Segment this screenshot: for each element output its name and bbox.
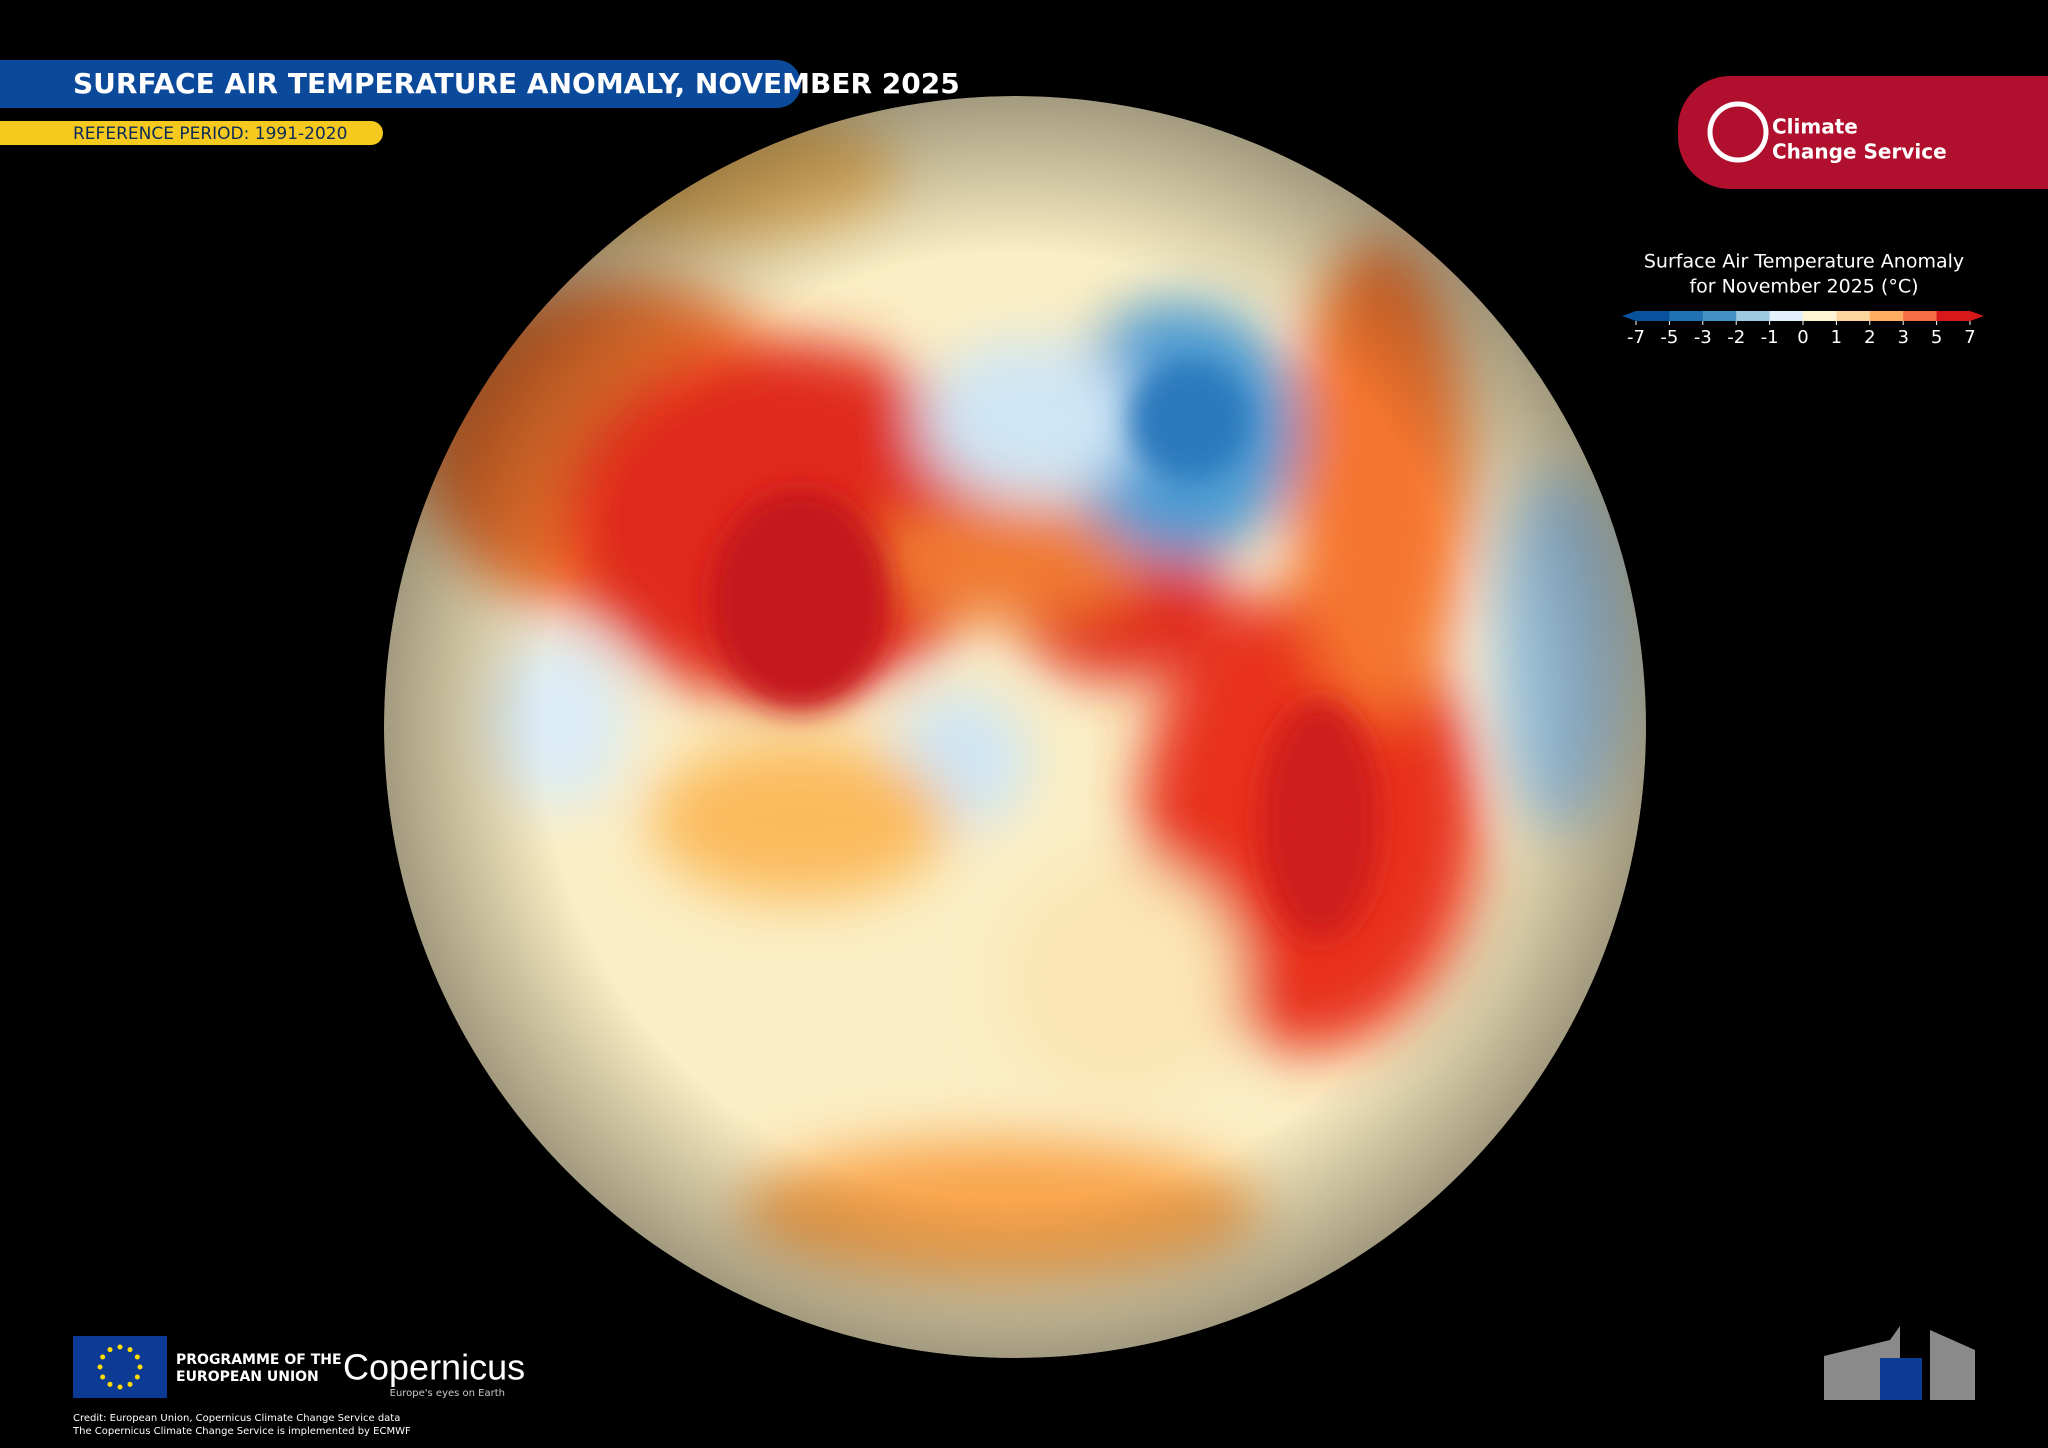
colorbar-segment <box>1669 311 1704 321</box>
colorbar-tick-label: 7 <box>1964 327 1975 348</box>
star <box>107 1347 113 1353</box>
colorbar-tick-label: -5 <box>1660 327 1678 348</box>
legend-title: for November 2025 (°C) <box>1689 276 1918 298</box>
star <box>100 1374 106 1380</box>
colorbar-segment <box>1936 311 1971 321</box>
star <box>127 1347 133 1353</box>
star <box>137 1364 143 1370</box>
colorbar-segment <box>1869 311 1904 321</box>
eu-stars <box>97 1344 143 1390</box>
reference-banner <box>0 121 383 145</box>
colorbar-tick-label: -3 <box>1694 327 1712 348</box>
star <box>134 1354 140 1360</box>
colorbar-tick-label: -2 <box>1727 327 1745 348</box>
globe <box>384 96 1646 1358</box>
colorbar-segment <box>1636 311 1670 321</box>
colorbar-segment <box>1769 311 1804 321</box>
star <box>117 1384 123 1390</box>
ec-logo <box>1824 1326 1975 1400</box>
brand: Copernicus <box>343 1347 525 1388</box>
colorbar-tick-label: 5 <box>1931 327 1942 348</box>
star <box>134 1374 140 1380</box>
star <box>100 1354 106 1360</box>
logo-text: Climate <box>1772 115 1858 139</box>
logo-icon <box>1707 101 1769 163</box>
star <box>107 1381 113 1387</box>
credit: The Copernicus Climate Change Service is… <box>72 1426 411 1437</box>
programme-text: EUROPEAN UNION <box>176 1369 319 1385</box>
title-banner <box>0 60 801 108</box>
colorbar-arrow <box>1970 311 1984 321</box>
colorbar-tick-label: 0 <box>1797 327 1808 348</box>
colorbar-arrow <box>1622 311 1636 321</box>
colorbar-segment <box>1803 311 1837 321</box>
colorbar-segment <box>1736 311 1771 321</box>
reference-period: REFERENCE PERIOD: 1991-2020 <box>73 124 347 144</box>
programme-text: PROGRAMME OF THE <box>176 1352 342 1368</box>
service-logo <box>1678 76 2048 189</box>
colorbar-tick-label: -7 <box>1627 327 1645 348</box>
star <box>127 1381 133 1387</box>
logo-text: Change Service <box>1772 140 1947 164</box>
legend-title: Surface Air Temperature Anomaly <box>1644 251 1964 273</box>
colorbar: -7 -5 -3 -2 -1 0 1 2 3 5 7 <box>1622 311 1984 348</box>
colorbar-segment <box>1903 311 1938 321</box>
tagline: Europe's eyes on Earth <box>390 1388 505 1399</box>
credit: Credit: European Union, Copernicus Clima… <box>73 1413 400 1424</box>
colorbar-segment <box>1836 311 1871 321</box>
title: SURFACE AIR TEMPERATURE ANOMALY, NOVEMBE… <box>73 67 960 100</box>
colorbar-tick-label: 1 <box>1831 327 1842 348</box>
star <box>97 1364 103 1370</box>
star <box>117 1344 123 1350</box>
colorbar-tick-label: 2 <box>1864 327 1875 348</box>
colorbar-tick-label: -1 <box>1761 327 1779 348</box>
colorbar-segment <box>1702 311 1737 321</box>
colorbar-tick-label: 3 <box>1897 327 1908 348</box>
